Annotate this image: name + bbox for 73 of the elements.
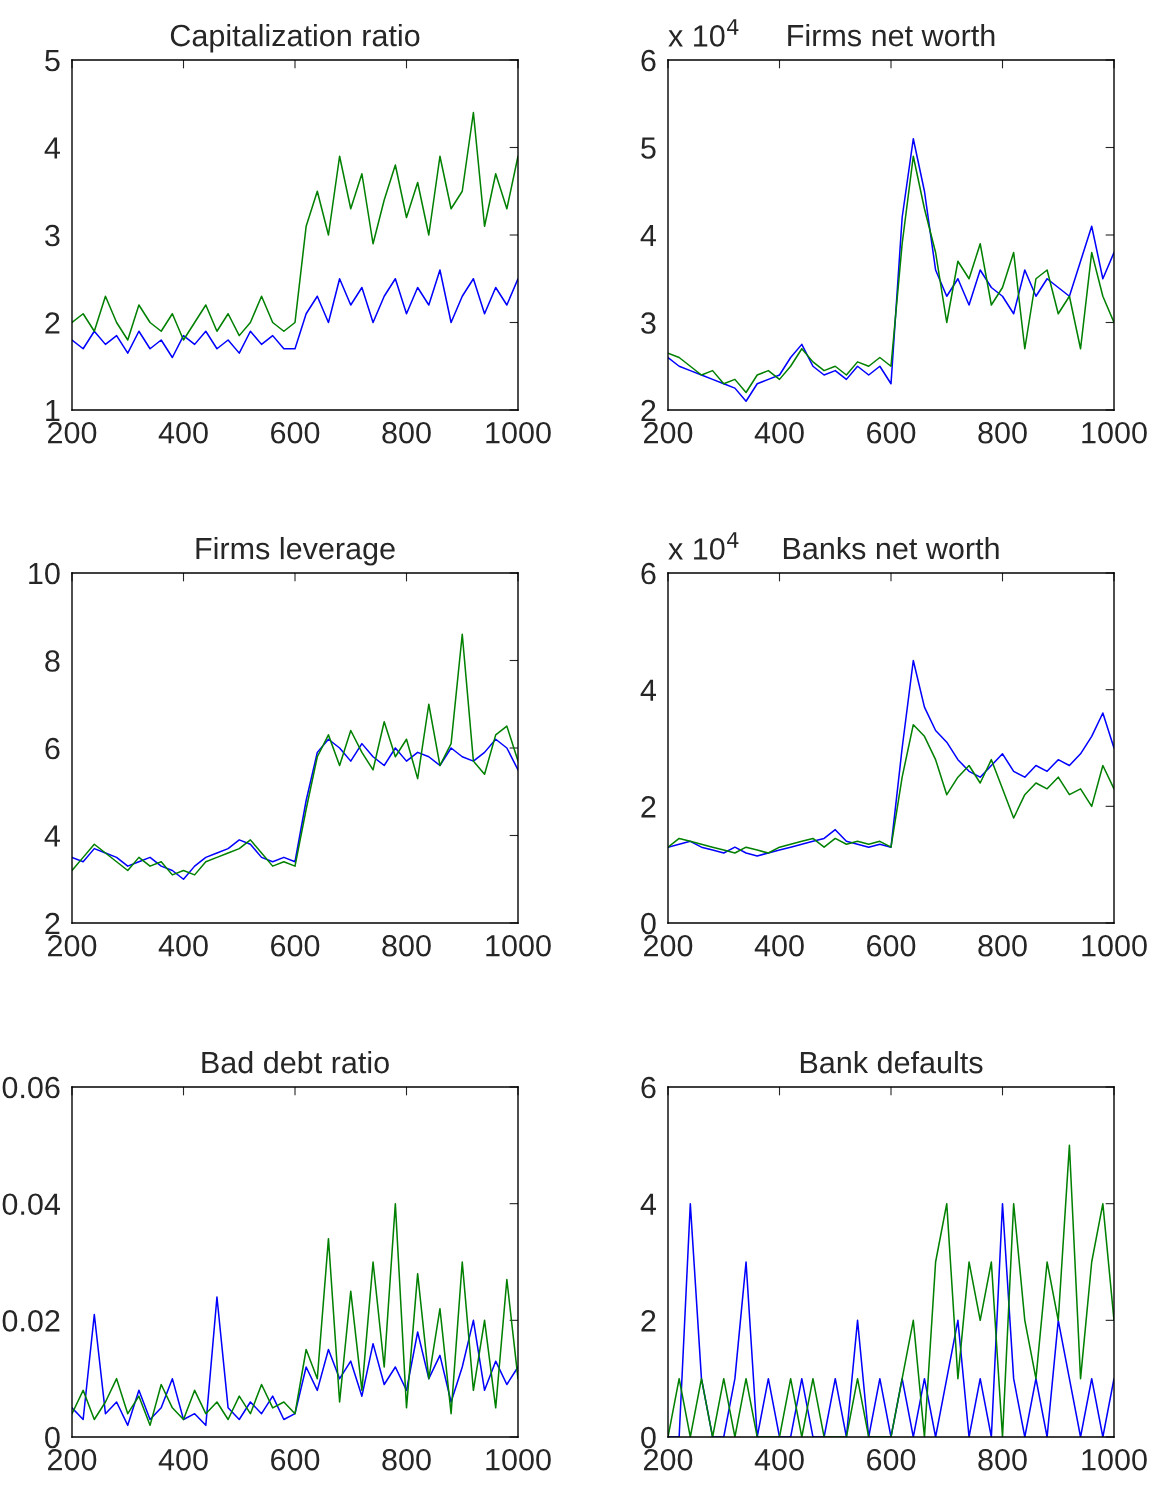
text: x 10$^{4}$ [668,19,739,47]
x-tick-label: 400 [754,934,804,957]
x-tick-label: 1000 [486,421,551,444]
chart-title: Firms leverage [196,536,395,566]
y-tick-label: 4 [640,1193,656,1215]
y-tick-label: 6 [641,1076,656,1099]
y-tick-label: 2 [45,912,60,935]
x-tick-label: 200 [48,1448,97,1471]
x-tick-label: 800 [382,934,431,957]
chart-title: Banks net worth [783,536,999,560]
y-tick-label: 6 [641,49,656,72]
y-tick-label: 6 [641,562,656,585]
y-tick-label: 0.06 [2,1076,60,1099]
x-tick-label: 600 [271,421,320,444]
y-tick-label: 0 [641,1426,656,1449]
y-tick-label: 5 [45,50,60,72]
y-tick-label: 4 [44,137,60,159]
y-tick-label: 10 [29,562,60,585]
line-series [668,723,1114,854]
y-tick-label: 2 [641,399,656,422]
x-tick-label: 400 [158,934,208,957]
y-tick-label: 4 [44,825,60,847]
y-tick-label: 5 [641,137,656,159]
line-series [72,1202,518,1427]
chart-title: Firms net worth [788,23,995,47]
x-tick-label: 1000 [1082,934,1147,957]
x-tick-label: 400 [754,1448,804,1471]
x-tick-label: 1000 [1082,1448,1147,1471]
line-series [72,738,518,881]
x-tick-label: 600 [271,934,320,957]
y-tick-label: 8 [45,650,60,672]
x-tick-label: 200 [644,421,693,444]
x-tick-label: 1000 [486,934,551,957]
x-tick-label: 600 [867,934,916,957]
line-series [668,659,1114,857]
y-tick-label: 0 [45,1426,60,1449]
x-tick-label: 800 [978,421,1027,444]
x-tick-label: 600 [271,1448,320,1471]
x-tick-label: 800 [978,934,1027,957]
x-tick-label: 800 [382,1448,431,1471]
x-tick-label: 400 [158,1448,208,1471]
y-tick-label: 2 [45,312,60,334]
x-tick-label: 1000 [486,1448,551,1471]
x-tick-label: 600 [867,1448,916,1471]
x-tick-label: 1000 [1082,421,1147,444]
y-tick-label: 4 [640,225,656,247]
x-tick-label: 400 [158,421,208,444]
line-series [72,111,518,341]
x-tick-label: 800 [382,421,431,444]
x-tick-label: 200 [48,421,97,444]
y-tick-label: 3 [641,312,656,334]
y-tick-label: 6 [45,737,60,760]
y-tick-label: 4 [640,679,656,701]
x-tick-label: 200 [644,934,693,957]
chart-title: Capitalization ratio [170,23,420,53]
x-tick-label: 200 [48,934,97,957]
x-tick-label: 600 [867,421,916,444]
x-tick-label: 400 [754,421,804,444]
line-series [72,269,518,359]
chart-title: Bank defaults [800,1050,983,1074]
line-series [72,633,518,876]
x-tick-label: 800 [978,1448,1027,1471]
y-tick-label: 1 [46,400,60,422]
line-series [72,1296,518,1427]
x-tick-label: 200 [644,1448,693,1471]
y-tick-label: 0.02 [2,1310,60,1332]
y-tick-label: 0.04 [2,1193,60,1216]
y-tick-label: 0 [641,912,656,935]
text: x 10$^{4}$ [668,532,739,560]
y-tick-label: 2 [641,796,656,818]
chart-title: Bad debt ratio [202,1050,389,1074]
y-tick-label: 2 [641,1310,656,1332]
y-tick-label: 3 [45,224,60,247]
